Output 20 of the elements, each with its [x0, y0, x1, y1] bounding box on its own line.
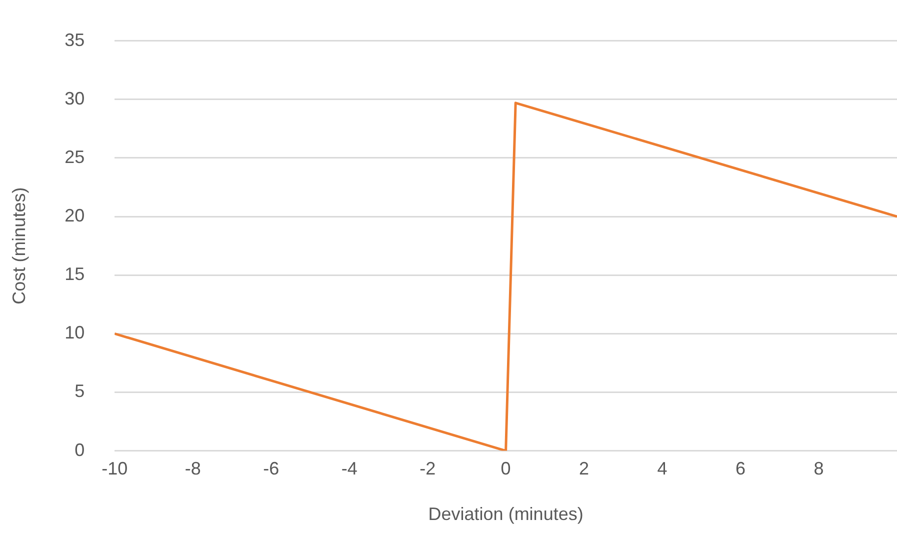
y-tick-label: 15 [64, 264, 85, 284]
x-tick-label: 2 [579, 458, 590, 479]
y-tick-label: 30 [64, 88, 85, 108]
y-tick-label: 20 [64, 205, 85, 226]
y-tick-label: 5 [74, 381, 85, 402]
y-tick-label: 10 [64, 322, 85, 343]
x-tick-label: -8 [184, 458, 201, 479]
x-tick-label: 8 [814, 458, 824, 479]
y-tick-label: 25 [64, 146, 85, 167]
x-tick-label: -2 [420, 458, 436, 479]
x-tick-label: -4 [341, 458, 358, 479]
y-tick-label: 35 [64, 30, 85, 50]
x-tick-label: -6 [263, 458, 280, 479]
x-tick-label: 4 [657, 458, 668, 479]
y-axis-title: Cost (minutes) [8, 187, 29, 304]
x-tick-label: 6 [736, 458, 746, 479]
x-tick-label: 0 [500, 458, 511, 479]
x-axis-title: Deviation (minutes) [428, 504, 584, 524]
x-tick-label: -10 [102, 458, 128, 479]
y-tick-label: 0 [74, 440, 85, 460]
